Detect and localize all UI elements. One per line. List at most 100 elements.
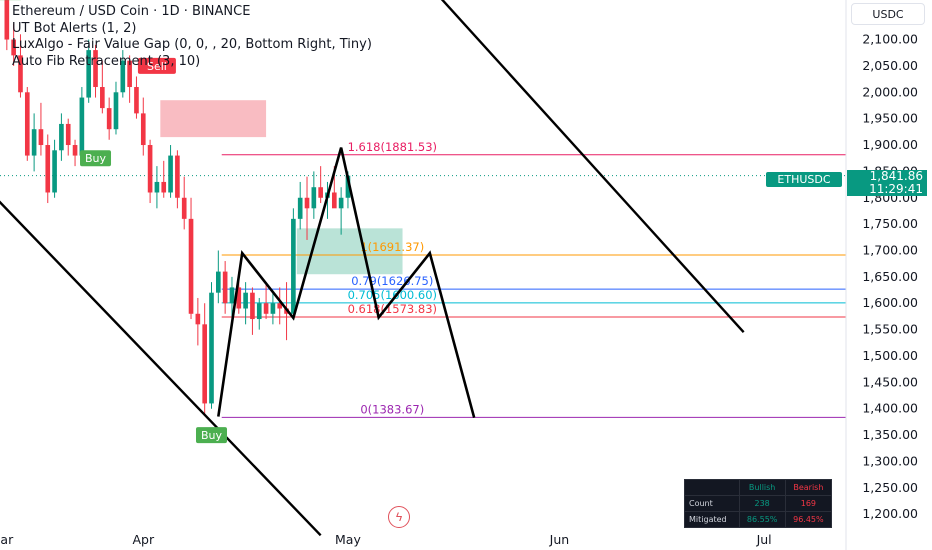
candle <box>297 181 303 230</box>
fib-level-label: 1(1691.37) <box>360 240 424 254</box>
candle-body <box>93 50 98 88</box>
candle <box>195 297 201 346</box>
candle-body <box>222 271 228 304</box>
stats-bullish-count: 238 <box>738 495 786 512</box>
candle-body <box>291 218 296 314</box>
fib-level-label: 0.618(1573.83) <box>348 302 437 316</box>
candle <box>106 97 112 140</box>
time-axis[interactable]: ar Apr May Jun Jul <box>0 532 771 547</box>
candle <box>140 97 146 156</box>
candle-body <box>236 287 242 309</box>
indicator-fvg[interactable]: LuxAlgo - Fair Value Gap (0, 0, , 20, Bo… <box>12 37 372 52</box>
fib-level-label: 0(1383.67) <box>360 402 424 416</box>
candle <box>291 208 296 320</box>
candle-body <box>331 192 337 209</box>
price-tick-label: 1,950.00 <box>862 111 918 126</box>
stats-bearish-count: 169 <box>784 495 833 512</box>
candle-body <box>161 181 167 193</box>
candle <box>188 197 194 320</box>
price-tick-label: 1,650.00 <box>862 269 918 284</box>
candle <box>11 23 16 66</box>
candle-body <box>127 60 132 88</box>
fib-level-label: 1.618(1881.53) <box>348 140 437 154</box>
symbol-price-tag: ETHUSDC <box>766 172 842 187</box>
candle-body <box>311 187 317 209</box>
candle <box>304 176 310 240</box>
candle <box>318 166 323 204</box>
candle <box>263 282 269 320</box>
stats-header-row: Bullish Bearish <box>684 479 833 496</box>
candle-body <box>59 123 64 151</box>
candle <box>222 261 228 314</box>
sell-signal: Sell <box>137 57 176 74</box>
candle-body <box>106 108 112 130</box>
candle <box>168 145 173 198</box>
candle <box>65 118 71 156</box>
signal-badge <box>80 150 112 167</box>
indicator-ut-bot[interactable]: UT Bot Alerts (1, 2) <box>12 20 137 36</box>
stats-row-label: Count <box>684 495 740 512</box>
buy-signal: Buy <box>196 427 227 444</box>
candle <box>38 102 44 156</box>
stats-header-bearish: Bearish <box>784 479 833 496</box>
time-tick-label: May <box>335 532 361 547</box>
candle-body <box>147 145 153 193</box>
candle-body <box>270 303 276 314</box>
candle-body <box>181 197 187 219</box>
current-price: 1,841.86 <box>869 169 923 183</box>
currency-button[interactable]: USDC <box>851 3 925 25</box>
candle <box>229 276 235 320</box>
stats-row-mitigated: Mitigated 86.55% 96.45% <box>684 511 833 528</box>
trend-channel-line <box>0 200 322 537</box>
candle-body <box>202 324 207 404</box>
signal-label: Buy <box>201 429 223 442</box>
stats-bullish-mitigated: 86.55% <box>738 511 786 528</box>
symbol-title[interactable]: Ethereum / USD Coin · 1D · BINANCE <box>12 4 251 19</box>
candle <box>134 76 139 119</box>
candle <box>113 81 119 135</box>
candle-body <box>229 287 235 304</box>
trend-channel-line <box>440 0 745 334</box>
candle-body <box>86 50 92 98</box>
candle <box>181 176 187 230</box>
signal-badge <box>196 427 227 444</box>
price-tick-label: 1,250.00 <box>862 480 918 495</box>
price-axis[interactable]: 2,100.00 2,050.00 2,000.00 1,950.00 1,900.00… <box>862 32 918 522</box>
candle-body <box>134 87 139 114</box>
candle-body <box>195 313 201 325</box>
time-tick-label: Apr <box>132 532 154 547</box>
candle <box>24 87 30 161</box>
candle <box>127 55 132 103</box>
price-tick-label: 1,300.00 <box>862 453 918 468</box>
candle-body <box>209 292 214 404</box>
candle-body <box>297 197 303 219</box>
candle-body <box>38 129 44 146</box>
candle-body <box>120 60 126 93</box>
price-tick-label: 1,450.00 <box>862 374 918 389</box>
indicator-fib[interactable]: Auto Fib Retracement (3, 10) <box>12 53 201 69</box>
price-tick-label: 1,700.00 <box>862 242 918 257</box>
stats-row-label: Mitigated <box>684 511 740 528</box>
candle-body <box>256 303 262 320</box>
candle <box>31 113 37 172</box>
signal-badge <box>137 57 176 74</box>
candle <box>147 139 153 204</box>
candle-body <box>24 92 30 156</box>
candle-body <box>345 175 351 198</box>
signal-label: Buy <box>85 152 107 165</box>
price-tick-label: 1,600.00 <box>862 295 918 310</box>
price-tick-label: 2,050.00 <box>862 58 918 73</box>
candle-body <box>277 303 283 309</box>
candle <box>59 113 64 161</box>
candle <box>52 139 57 198</box>
price-tick-label: 2,000.00 <box>862 84 918 99</box>
candle-body <box>175 155 180 198</box>
candle-body <box>140 113 146 146</box>
bar-countdown: 11:29:41 <box>869 182 923 196</box>
stats-bearish-mitigated: 96.45% <box>784 511 833 528</box>
flash-icon[interactable]: ϟ <box>388 506 410 528</box>
time-tick-label: Jun <box>549 532 570 547</box>
bearish-fvg-box <box>160 100 267 138</box>
candle <box>93 44 98 98</box>
